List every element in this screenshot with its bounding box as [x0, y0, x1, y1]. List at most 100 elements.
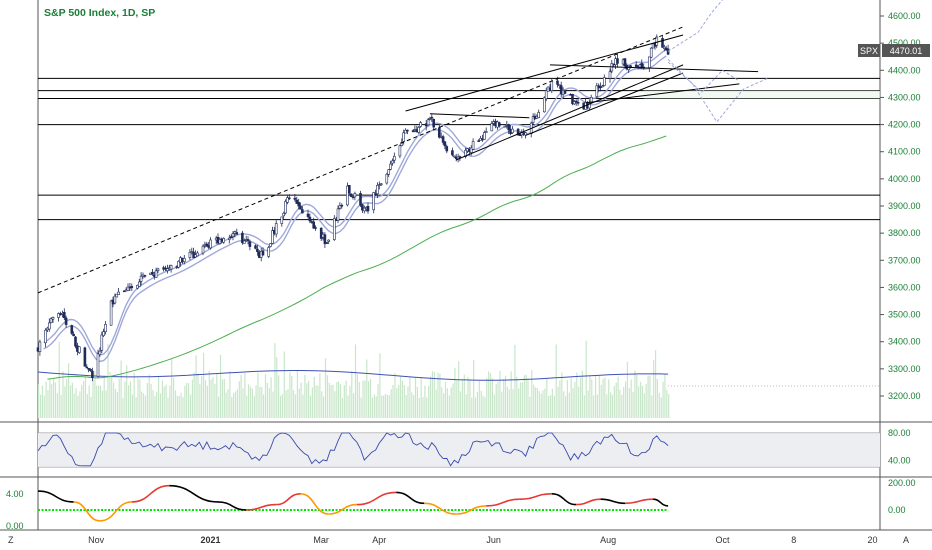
- volume-bar: [422, 397, 424, 418]
- volume-bar: [583, 395, 585, 418]
- volume-bar: [266, 383, 268, 418]
- candle-down: [130, 286, 134, 289]
- volume-bar: [141, 391, 143, 418]
- volume-bar: [540, 393, 542, 418]
- volume-bar: [88, 385, 90, 418]
- time-tick-label: Mar: [313, 535, 329, 545]
- volume-bar: [161, 380, 163, 418]
- candle-up: [595, 85, 599, 97]
- volume-bar: [595, 375, 597, 418]
- volume-bar: [534, 387, 537, 418]
- candle-down: [574, 100, 578, 103]
- scale-z-button[interactable]: Z: [8, 535, 14, 545]
- volume-bar: [223, 379, 225, 418]
- volume-bar: [323, 396, 325, 418]
- candle-up: [542, 97, 546, 113]
- volume-bar: [120, 360, 122, 418]
- volume-bar: [463, 374, 465, 418]
- volume-bar: [458, 361, 460, 418]
- volume-bar: [375, 396, 377, 418]
- bottom-right-tag[interactable]: A: [903, 535, 909, 545]
- long-moving-average: [47, 135, 667, 380]
- volume-bar: [602, 379, 604, 418]
- volume-bar: [99, 385, 102, 418]
- bottom-left-tag[interactable]: Z: [8, 535, 14, 545]
- candle-down: [445, 146, 449, 152]
- candle-up: [286, 197, 289, 203]
- price-tag: SPX 4470.01: [858, 44, 930, 57]
- oscillator-segment: [424, 502, 457, 515]
- volume-bar: [328, 382, 330, 418]
- volume-bar: [581, 370, 583, 418]
- volume-bar: [338, 381, 340, 418]
- candle-up: [188, 252, 192, 258]
- volume-bar: [71, 382, 73, 418]
- volume-bar: [300, 382, 302, 418]
- volume-bar: [561, 372, 563, 418]
- scale-a-button[interactable]: A: [903, 535, 909, 545]
- volume-bar: [281, 394, 283, 418]
- candle-up: [469, 147, 473, 153]
- volume-bar: [621, 394, 623, 418]
- volume-bar: [64, 386, 66, 418]
- volume-bar: [441, 387, 443, 418]
- volume-bar: [461, 380, 463, 418]
- volume-bar: [546, 378, 548, 418]
- candle-down: [83, 347, 87, 367]
- volume-bar: [580, 377, 582, 418]
- volume-bar: [182, 397, 184, 418]
- volume-bar: [176, 395, 178, 418]
- candle-up: [109, 300, 113, 326]
- oscillator-left-tick-label: 0.00: [6, 521, 24, 531]
- volume-bar: [131, 394, 133, 418]
- volume-bar: [557, 386, 559, 418]
- volume-bar: [482, 395, 484, 418]
- volume-bar: [388, 395, 390, 418]
- volume-bar: [413, 395, 415, 418]
- volume-bar: [218, 396, 220, 418]
- candle-up: [587, 102, 591, 109]
- candle-up: [166, 268, 169, 271]
- volume-bar: [238, 381, 240, 418]
- volume-bar: [371, 397, 373, 418]
- volume-bar: [347, 395, 349, 418]
- volume-bar: [90, 396, 92, 418]
- volume-bar: [435, 389, 437, 418]
- volume-bar: [272, 391, 274, 418]
- candle-up: [391, 160, 394, 164]
- volume-bar: [251, 388, 253, 418]
- volume-bar: [255, 385, 257, 418]
- volume-bar: [360, 397, 362, 418]
- candle-up: [601, 85, 604, 88]
- volume-bar: [501, 391, 503, 418]
- candle-up: [117, 291, 120, 296]
- volume-bar: [553, 395, 555, 418]
- candle-down: [299, 205, 302, 210]
- volume-bar: [38, 384, 40, 418]
- volume-bar: [129, 381, 132, 418]
- candle-up: [503, 125, 507, 128]
- volume-bar: [606, 394, 608, 418]
- time-tick-label: 2021: [201, 535, 221, 545]
- volume-bar: [309, 395, 312, 418]
- volume-bar: [203, 352, 205, 418]
- volume-bar: [484, 397, 486, 418]
- volume-bar: [83, 381, 85, 418]
- volume-bar: [101, 390, 103, 418]
- oscillator-segment: [551, 493, 577, 506]
- volume-bar: [563, 391, 565, 418]
- oscillator-segment: [356, 491, 397, 506]
- candle-down: [359, 193, 362, 206]
- candle-down: [256, 248, 259, 253]
- volume-bar: [366, 359, 368, 418]
- candle-up: [177, 260, 180, 268]
- candle-down: [451, 150, 454, 156]
- volume-bar: [257, 372, 259, 418]
- volume-bar: [377, 384, 379, 418]
- candle-down: [666, 48, 670, 55]
- candle-up: [196, 252, 199, 257]
- time-tick-label: 20: [867, 535, 877, 545]
- oscillator-segment: [37, 490, 74, 503]
- volume-bar: [396, 388, 398, 418]
- candle-down: [85, 366, 89, 369]
